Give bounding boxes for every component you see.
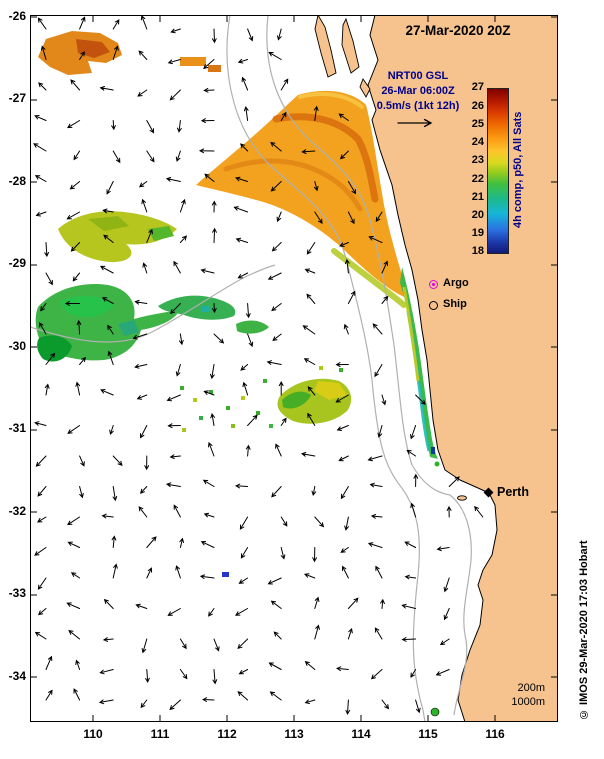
argo-legend-label: Argo — [443, 277, 469, 289]
x-tick-label: 115 — [418, 727, 438, 741]
y-tick-label: -27 — [8, 91, 26, 105]
imos-credit: © IMOS 29-Mar-2020 17:03 Hobart — [578, 540, 590, 720]
colorbar-tick: 22 — [471, 173, 484, 185]
colorbar-tick: 20 — [471, 209, 484, 221]
model-annotation: NRT00 GSL 26-Mar 06:00Z 0.5m/s (1kt 12h) — [348, 69, 488, 114]
map-canvas — [30, 15, 558, 722]
island-rottnest — [457, 495, 467, 501]
sst-speckles — [180, 366, 343, 432]
depth-label-200m: 200m — [517, 682, 545, 694]
y-tick-label: -31 — [8, 421, 26, 435]
ship-legend-label: Ship — [443, 298, 467, 310]
ship-symbol-icon — [429, 301, 438, 310]
annotation-model: NRT00 GSL — [387, 70, 449, 82]
colorbar-tick: 24 — [471, 136, 484, 148]
perth-label: Perth — [497, 485, 529, 499]
island — [314, 15, 337, 78]
perth-marker — [483, 487, 494, 498]
temperature-colorbar — [487, 88, 509, 254]
x-tick-label: 114 — [351, 727, 371, 741]
colorbar-tick: 26 — [471, 100, 484, 112]
argo-symbol-icon — [429, 280, 438, 289]
colorbar-tick: 25 — [471, 118, 484, 130]
isobath-contours — [30, 15, 472, 722]
scale-arrow — [397, 118, 433, 128]
y-tick-label: -28 — [8, 174, 26, 188]
y-tick-label: -33 — [8, 586, 26, 600]
colorbar-label: 4h comp, p50, All Sats — [512, 111, 524, 229]
annotation-scale: 0.5m/s (1kt 12h) — [376, 100, 460, 112]
y-tick-label: -30 — [8, 339, 26, 353]
current-vectors — [33, 15, 484, 715]
island — [359, 78, 371, 98]
colorbar-tick: 21 — [471, 191, 484, 203]
map-plot-area: 27-Mar-2020 20Z NRT00 GSL 26-Mar 06:00Z … — [30, 15, 558, 722]
x-tick-label: 110 — [83, 727, 103, 741]
colorbar-tick: 18 — [471, 245, 484, 257]
annotation-datetime: 26-Mar 06:00Z — [381, 85, 455, 97]
colorbar-tick: 23 — [471, 154, 484, 166]
y-tick-label: -34 — [8, 669, 26, 683]
depth-label-1000m: 1000m — [511, 696, 545, 708]
land-mass — [314, 15, 558, 722]
island — [341, 17, 360, 74]
colorbar-tick: 27 — [471, 81, 484, 93]
map-title: 27-Mar-2020 20Z — [405, 23, 511, 38]
x-tick-label: 116 — [485, 727, 505, 741]
axis-frame — [30, 15, 558, 722]
x-tick-label: 112 — [217, 727, 237, 741]
y-tick-label: -29 — [8, 256, 26, 270]
colorbar-tick: 19 — [471, 227, 484, 239]
x-tick-label: 111 — [150, 727, 170, 741]
y-tick-label: -32 — [8, 504, 26, 518]
y-tick-label: -26 — [8, 9, 26, 23]
x-tick-label: 113 — [284, 727, 304, 741]
